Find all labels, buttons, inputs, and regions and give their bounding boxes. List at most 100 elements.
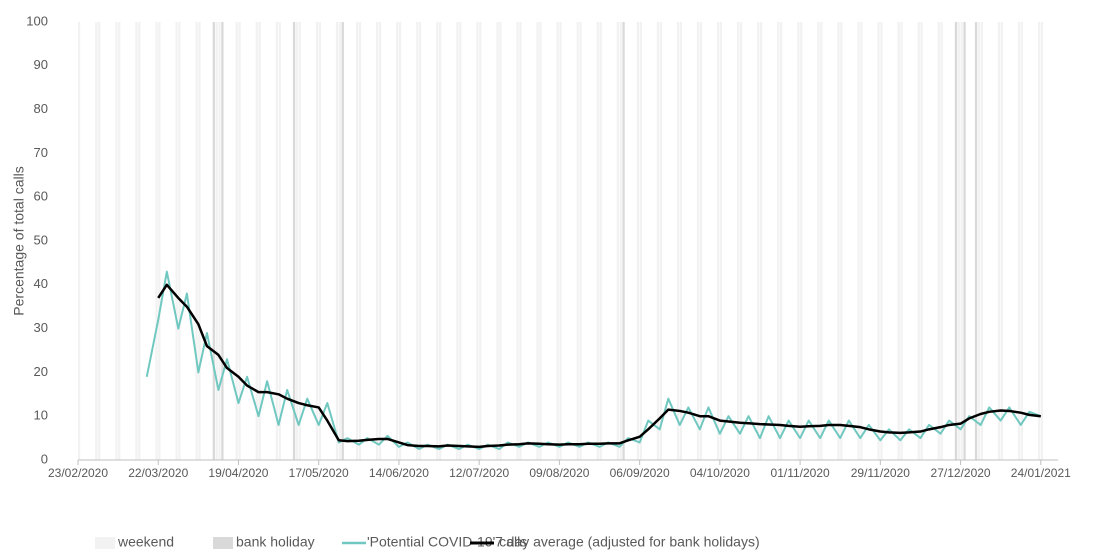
weekend-band bbox=[559, 22, 562, 460]
weekend-band bbox=[897, 22, 900, 460]
weekend-band bbox=[258, 22, 261, 460]
legend-label: bank holiday bbox=[236, 534, 315, 550]
weekend-band bbox=[396, 22, 399, 460]
bank-holiday-band bbox=[974, 22, 978, 460]
x-tick-label: 09/08/2020 bbox=[529, 466, 589, 480]
weekend-band bbox=[840, 22, 843, 460]
weekend-band bbox=[1040, 22, 1044, 460]
weekend-band bbox=[820, 22, 823, 460]
weekend-band bbox=[900, 22, 903, 460]
x-tick-label: 12/07/2020 bbox=[449, 466, 509, 480]
x-tick-label: 22/03/2020 bbox=[128, 466, 188, 480]
weekend-band bbox=[519, 22, 522, 460]
weekend-band bbox=[416, 22, 419, 460]
weekend-band bbox=[218, 22, 221, 460]
weekend-band bbox=[1037, 22, 1041, 460]
weekend-band bbox=[780, 22, 783, 460]
y-tick-label: 40 bbox=[34, 276, 48, 291]
x-tick-label: 06/09/2020 bbox=[610, 466, 670, 480]
weekend-band bbox=[800, 22, 803, 460]
weekend-band bbox=[295, 22, 299, 460]
weekend-band bbox=[997, 22, 1001, 460]
series-line bbox=[157, 283, 1041, 449]
weekend-band bbox=[1020, 22, 1024, 460]
y-tick-label: 10 bbox=[34, 408, 48, 423]
weekend-band bbox=[676, 22, 680, 460]
weekend-band bbox=[877, 22, 880, 460]
bank-holiday-band bbox=[221, 22, 224, 460]
weekend-band bbox=[118, 22, 121, 460]
weekend-band bbox=[777, 22, 780, 460]
bank-holiday-band bbox=[212, 22, 215, 460]
weekend-band bbox=[78, 22, 81, 460]
weekend-band bbox=[315, 22, 319, 460]
weekend-band bbox=[195, 22, 198, 460]
weekend-band bbox=[960, 22, 963, 460]
weekend-band bbox=[476, 22, 479, 460]
weekend-band bbox=[596, 22, 599, 460]
x-tick-label: 23/02/2020 bbox=[48, 466, 108, 480]
weekend-band bbox=[1017, 22, 1021, 460]
weekend-band bbox=[138, 22, 141, 460]
y-tick-label: 70 bbox=[34, 145, 48, 160]
weekend-band bbox=[335, 22, 339, 460]
weekend-band bbox=[880, 22, 883, 460]
bank-holiday-band bbox=[622, 22, 625, 460]
weekend-band bbox=[656, 22, 660, 460]
weekend-band bbox=[739, 22, 743, 460]
weekend-band bbox=[479, 22, 482, 460]
weekend-band bbox=[338, 22, 342, 460]
bank-holiday-band bbox=[954, 22, 958, 460]
weekend-band bbox=[616, 22, 619, 460]
weekend-band bbox=[235, 22, 238, 460]
weekend-band bbox=[737, 22, 740, 460]
x-tick-label: 04/10/2020 bbox=[690, 466, 750, 480]
legend-label: 7 day average (adjusted for bank holiday… bbox=[495, 534, 760, 550]
weekend-band bbox=[719, 22, 723, 460]
weekend-band bbox=[659, 22, 662, 460]
y-tick-label: 60 bbox=[34, 189, 48, 204]
weekend-band bbox=[418, 22, 422, 460]
weekend-band bbox=[817, 22, 820, 460]
weekend-band bbox=[977, 22, 981, 460]
weekend-band bbox=[619, 22, 622, 460]
y-tick-label: 30 bbox=[34, 320, 48, 335]
y-axis-label: Percentage of total calls bbox=[11, 166, 27, 315]
weekend-band bbox=[499, 22, 502, 460]
legend-swatch bbox=[95, 537, 115, 549]
weekend-band bbox=[717, 22, 720, 460]
weekend-band bbox=[696, 22, 700, 460]
weekend-band bbox=[178, 22, 181, 460]
y-tick-label: 90 bbox=[34, 57, 48, 72]
weekend-band bbox=[579, 22, 582, 460]
weekend-band bbox=[759, 22, 763, 460]
x-tick-label: 29/11/2020 bbox=[851, 466, 910, 480]
weekend-band bbox=[158, 22, 161, 460]
weekend-band bbox=[516, 22, 519, 460]
weekend-band bbox=[496, 22, 499, 460]
bank-holiday-band bbox=[341, 22, 344, 460]
weekend-band bbox=[298, 22, 301, 460]
weekend-band bbox=[837, 22, 840, 460]
x-tick-label: 14/06/2020 bbox=[369, 466, 429, 480]
weekend-band bbox=[155, 22, 158, 460]
x-tick-label: 01/11/2020 bbox=[771, 466, 830, 480]
weekend-band bbox=[980, 22, 983, 460]
weekend-band bbox=[115, 22, 118, 460]
weekend-band bbox=[275, 22, 278, 460]
weekend-band bbox=[318, 22, 321, 460]
weekend-band bbox=[238, 22, 241, 460]
x-tick-label: 27/12/2020 bbox=[931, 466, 991, 480]
weekend-band bbox=[355, 22, 359, 460]
weekend-band bbox=[917, 22, 920, 460]
legend-label: weekend bbox=[117, 534, 174, 550]
weekend-band bbox=[175, 22, 178, 460]
weekend-band bbox=[198, 22, 201, 460]
weekend-band bbox=[95, 22, 98, 460]
legend-label: 'Potential COVID-19' calls bbox=[367, 534, 527, 550]
weekend-band bbox=[576, 22, 579, 460]
weekend-band bbox=[857, 22, 860, 460]
weekend-band bbox=[439, 22, 442, 460]
weekend-band bbox=[459, 22, 462, 460]
